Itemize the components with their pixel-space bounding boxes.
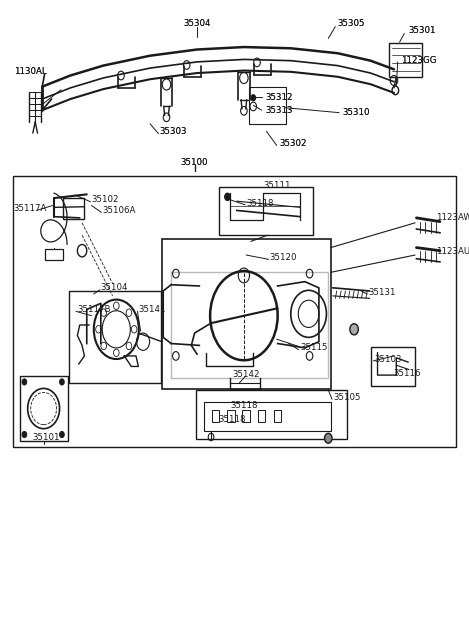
Text: 35116: 35116 (393, 369, 421, 378)
Text: 1123GG: 1123GG (401, 56, 437, 64)
Circle shape (60, 379, 64, 385)
Text: 35131: 35131 (368, 288, 396, 297)
Text: 35118: 35118 (246, 199, 274, 207)
Circle shape (325, 433, 332, 443)
Circle shape (225, 193, 230, 201)
Bar (13, 176, 456, 447)
Text: 35304: 35304 (183, 19, 211, 28)
Text: 35106A: 35106A (102, 206, 136, 215)
Circle shape (22, 379, 27, 385)
Text: 35313: 35313 (265, 106, 293, 115)
Bar (20, 376, 68, 441)
Text: 35305: 35305 (338, 19, 365, 28)
Text: 1130AL: 1130AL (14, 67, 47, 76)
Bar (227, 410, 234, 422)
Bar (249, 87, 286, 124)
Text: 1123AW: 1123AW (436, 214, 469, 222)
Text: 35142: 35142 (233, 370, 260, 379)
Text: 35312: 35312 (265, 93, 293, 102)
Text: 35118: 35118 (218, 415, 246, 424)
Bar (274, 410, 281, 422)
Text: 35100: 35100 (181, 158, 208, 167)
Text: 35105: 35105 (333, 393, 361, 402)
Text: 35117B: 35117B (77, 305, 111, 314)
Bar (204, 402, 331, 431)
Circle shape (60, 431, 64, 438)
Circle shape (350, 324, 358, 335)
Text: 1123AU: 1123AU (436, 247, 469, 256)
Bar (258, 410, 265, 422)
Text: 35313: 35313 (265, 106, 293, 115)
Bar (45, 249, 63, 260)
Text: 35301: 35301 (408, 27, 436, 35)
Text: 1130AL: 1130AL (14, 67, 47, 76)
Text: 35302: 35302 (279, 139, 307, 148)
Text: 35304: 35304 (183, 19, 211, 28)
Text: 35301: 35301 (408, 27, 436, 35)
Circle shape (251, 95, 256, 101)
Bar (212, 410, 219, 422)
Text: 35312: 35312 (265, 93, 293, 102)
Text: 35310: 35310 (342, 108, 370, 117)
Text: 35102: 35102 (91, 196, 119, 204)
Bar (219, 187, 313, 235)
Text: 35310: 35310 (342, 108, 370, 117)
Text: 35120: 35120 (270, 253, 297, 262)
Text: 35104: 35104 (101, 284, 129, 292)
Text: 35117A: 35117A (13, 204, 46, 213)
Bar (63, 198, 84, 219)
Bar (162, 239, 331, 389)
Bar (242, 410, 250, 422)
Text: 35103: 35103 (374, 355, 402, 363)
Text: 35100: 35100 (181, 158, 208, 167)
Circle shape (22, 431, 27, 438)
Text: 35302: 35302 (279, 139, 307, 148)
Text: 35303: 35303 (159, 127, 187, 136)
Text: 35111: 35111 (263, 181, 290, 190)
Text: 35118: 35118 (231, 401, 258, 410)
Bar (389, 43, 422, 77)
Bar (371, 347, 415, 386)
Bar (196, 390, 347, 439)
Text: 1123GG: 1123GG (401, 56, 437, 64)
Text: 35101: 35101 (32, 433, 60, 442)
Text: 35305: 35305 (338, 19, 365, 28)
Bar (69, 291, 161, 383)
Text: 35303: 35303 (159, 127, 187, 136)
Text: 35141: 35141 (138, 305, 166, 314)
Text: 35115: 35115 (300, 344, 328, 352)
